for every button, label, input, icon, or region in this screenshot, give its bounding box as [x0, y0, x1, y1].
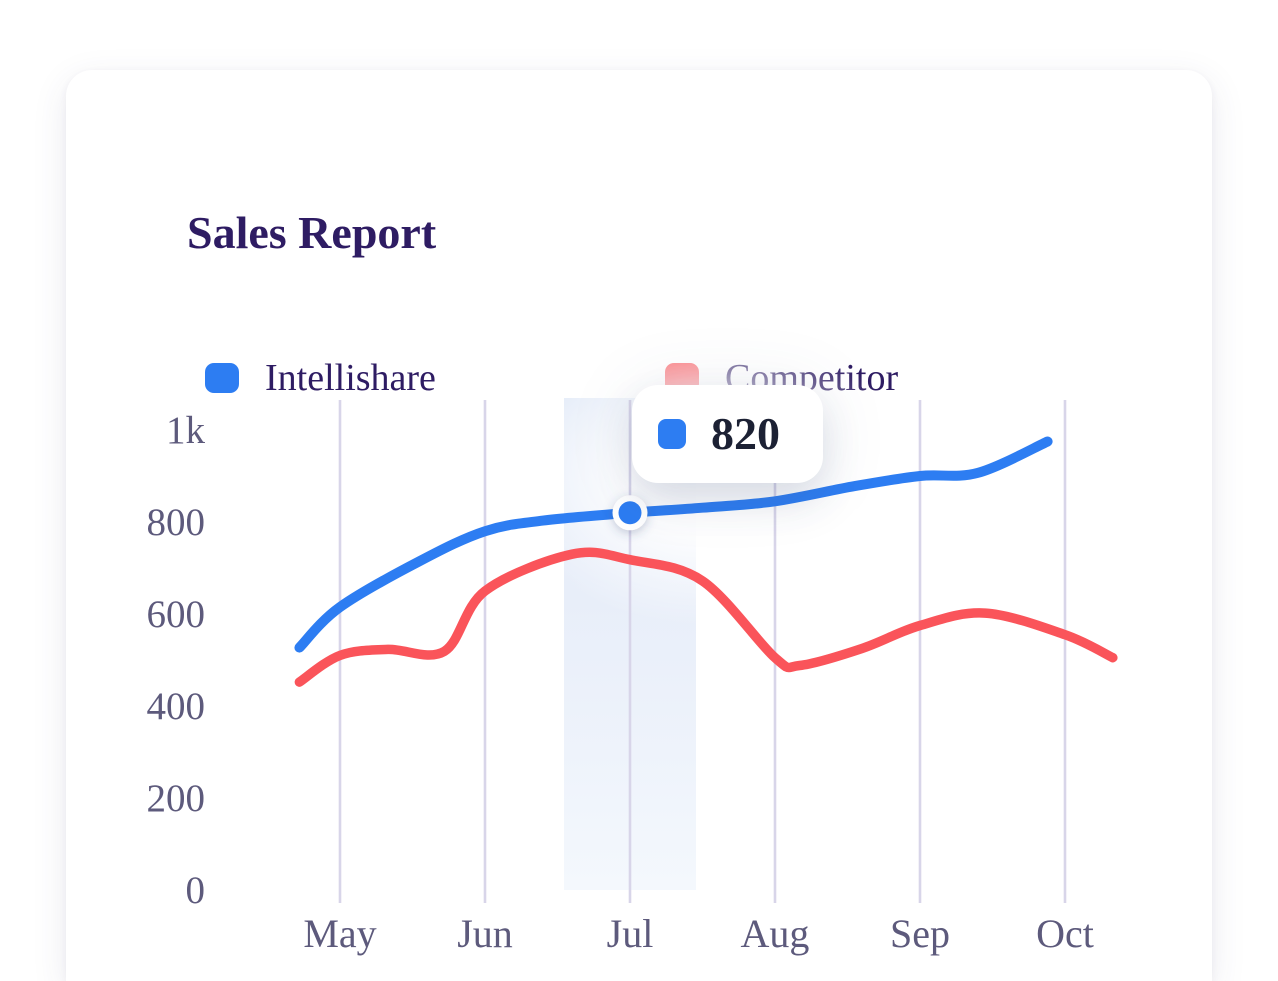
- x-axis-label-Sep: Sep: [890, 911, 950, 956]
- y-axis-label: 600: [147, 593, 206, 636]
- x-axis-label-May: May: [303, 911, 376, 956]
- legend-item-intellishare[interactable]: Intellishare: [205, 357, 436, 399]
- y-axis-label: 800: [147, 501, 206, 544]
- x-axis-label-Oct: Oct: [1036, 911, 1094, 956]
- x-axis-labels: May Jun Jul Aug Sep Oct: [303, 911, 1094, 956]
- y-axis-label: 200: [147, 777, 206, 820]
- chart-tooltip: 820: [632, 385, 823, 483]
- active-point-marker[interactable]: [612, 495, 648, 531]
- series-line-competitor[interactable]: [294, 547, 1118, 687]
- tooltip-value: 820: [711, 408, 780, 459]
- marker-dot: [618, 501, 642, 525]
- y-axis-labels: 1k 800 600 400 200 0: [147, 409, 206, 912]
- intellishare-swatch-icon: [205, 363, 239, 393]
- page-title: Sales Report: [187, 207, 437, 258]
- x-axis-label-Jun: Jun: [457, 911, 513, 956]
- x-axis-label-Jul: Jul: [607, 911, 654, 956]
- x-axis-label-Aug: Aug: [741, 911, 810, 956]
- y-axis-label: 1k: [166, 409, 206, 452]
- y-axis-label: 400: [147, 685, 206, 728]
- legend-label-intellishare: Intellishare: [265, 357, 436, 399]
- series-line-intellishare[interactable]: [294, 436, 1053, 653]
- y-axis-label: 0: [186, 869, 206, 912]
- tooltip-series-swatch-icon: [658, 419, 686, 449]
